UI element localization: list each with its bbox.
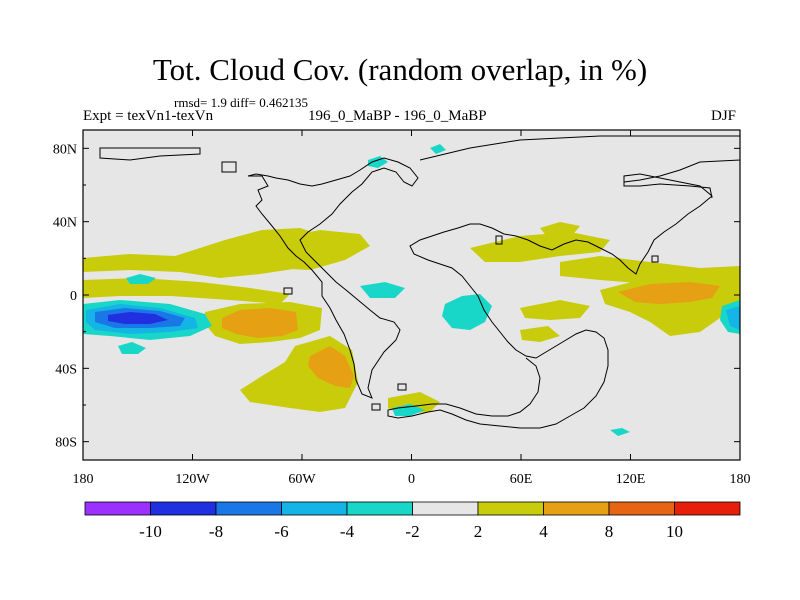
coastlines [99, 135, 740, 429]
x-tick-label: 120E [616, 472, 646, 487]
contour-yellow-subtrop-pacific [83, 278, 290, 304]
colorbar-label: -10 [139, 522, 162, 541]
y-tick-label: 0 [70, 289, 77, 304]
season-label: DJF [711, 108, 737, 124]
contour-orange-indian [618, 282, 720, 304]
contour-lightblue-e-pacific [726, 306, 740, 330]
colorbar-label: -2 [405, 522, 419, 541]
chart-title: Tot. Cloud Cov. (random overlap, in %) [152, 52, 648, 87]
contour-cyan-arctic [368, 156, 388, 168]
x-tick-label: 60E [510, 472, 533, 487]
contour-cyan-n-pacific-small [126, 274, 156, 284]
colorbar-box [281, 501, 348, 516]
colorbar-box [150, 501, 217, 516]
cases-label: 196_0_MaBP - 196_0_MaBP [308, 108, 487, 124]
contour-cyan-s-pacific-small [118, 342, 146, 354]
colorbar-box [608, 501, 675, 516]
colorbar-label: 10 [666, 522, 683, 541]
colorbar-label: -4 [340, 522, 355, 541]
coast-americas [99, 147, 419, 399]
contour-yellow-n-pacific-small [540, 222, 580, 238]
x-tick-label: 180 [73, 472, 94, 487]
axes: 180 120W 60W 0 60E 120E 180 80N 40N 0 40S 80S [53, 130, 751, 487]
colorbar-box [215, 501, 282, 516]
y-tick-label: 40S [55, 362, 77, 377]
coast-small-islands [283, 235, 659, 411]
contour-yellow-s-africa [520, 300, 590, 320]
colorbar-box [346, 501, 413, 516]
y-tick-label: 80N [53, 142, 77, 157]
x-tick-label: 180 [730, 472, 751, 487]
colorbar-box [84, 501, 151, 516]
contour-yellow-n-africa [470, 232, 610, 262]
contour-cyan-s-ocean [392, 404, 425, 416]
contour-cyan-s-ocean-2 [610, 428, 630, 436]
colorbar-box [477, 501, 544, 516]
contour-cyan-central-africa [442, 294, 492, 330]
stats-line: rmsd= 1.9 diff= 0.462135 [174, 95, 308, 110]
coast-asia-east [623, 176, 713, 199]
contour-fields [83, 144, 740, 436]
colorbar-label: -8 [209, 522, 223, 541]
contour-orange-s-atlantic [308, 346, 354, 388]
colorbar-box [543, 501, 610, 516]
colorbar-label: 2 [474, 522, 483, 541]
colorbar-box [674, 501, 741, 516]
colorbar-label: 8 [605, 522, 614, 541]
x-tick-label: 60W [288, 472, 316, 487]
experiment-label: Expt = texVn1-texVn [83, 108, 214, 124]
y-tick-label: 80S [55, 436, 77, 451]
colorbar: -10 -8 -6 -4 -2 2 4 8 10 [84, 501, 741, 541]
colorbar-label: 4 [539, 522, 548, 541]
x-tick-label: 0 [408, 472, 415, 487]
contour-orange-se-pacific [222, 308, 298, 338]
contour-cyan-n-trop-atlantic [360, 282, 405, 298]
colorbar-box [412, 501, 479, 516]
colorbar-label: -6 [274, 522, 288, 541]
y-tick-label: 40N [53, 216, 77, 231]
x-tick-label: 120W [175, 472, 210, 487]
contour-darkblue-s-pacific [108, 312, 168, 324]
coast-eurasia-africa [387, 135, 740, 429]
contour-yellow-se-indian [520, 326, 560, 342]
contour-cyan-arctic-2 [430, 144, 446, 154]
